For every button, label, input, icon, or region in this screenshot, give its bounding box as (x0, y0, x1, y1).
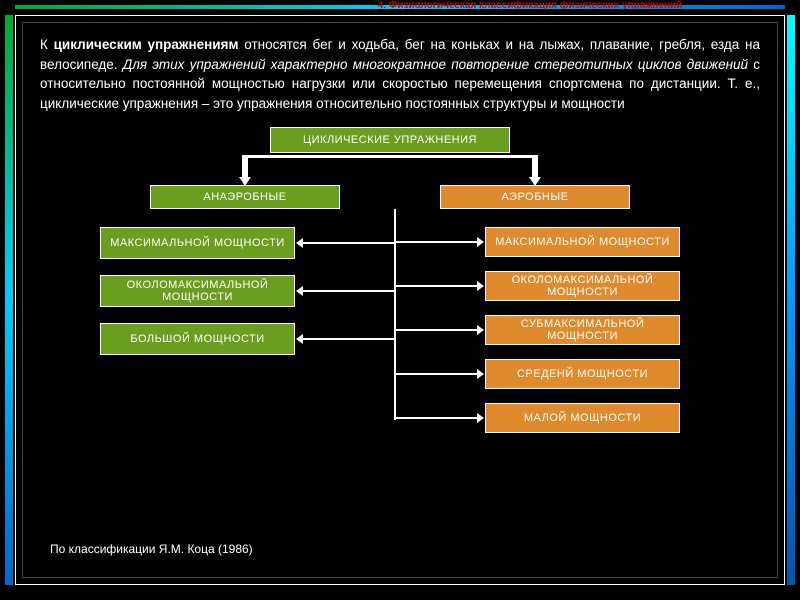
root-box: ЦИКЛИЧЕСКИЕ УПРАЖНЕНИЯ (270, 127, 510, 153)
aerobic-box: АЭРОБНЫЕ (440, 185, 630, 209)
content-area: К циклическим упражнениям относятся бег … (40, 35, 760, 570)
slide-header: 4. Физиологическая классификация физичес… (0, 0, 800, 11)
aerobic-item-0: МАКСИМАЛЬНОЙ МОЩНОСТИ (485, 227, 680, 257)
right-gradient (787, 15, 795, 585)
aerobic-item-3: СРЕДЕНЙ МОЩНОСТИ (485, 359, 680, 389)
classification-diagram: ЦИКЛИЧЕСКИЕ УПРАЖНЕНИЯ АНАЭРОБНЫЕ АЭРОБНЫЕ… (40, 127, 760, 467)
aerobic-item-1: ОКОЛОМАКСИМАЛЬНОЙ МОЩНОСТИ (485, 271, 680, 301)
intro-paragraph: К циклическим упражнениям относятся бег … (40, 35, 760, 113)
anaerobic-item-0: МАКСИМАЛЬНОЙ МОЩНОСТИ (100, 227, 295, 259)
left-gradient (5, 15, 13, 585)
anaerobic-item-1: ОКОЛОМАКСИМАЛЬНОЙ МОЩНОСТИ (100, 275, 295, 307)
anaerobic-box: АНАЭРОБНЫЕ (150, 185, 340, 209)
aerobic-item-4: МАЛОЙ МОЩНОСТИ (485, 403, 680, 433)
anaerobic-item-2: БОЛЬШОЙ МОЩНОСТИ (100, 323, 295, 355)
aerobic-item-2: СУБМАКСИМАЛЬНОЙ МОЩНОСТИ (485, 315, 680, 345)
citation: По классификации Я.М. Коца (1986) (50, 542, 253, 556)
